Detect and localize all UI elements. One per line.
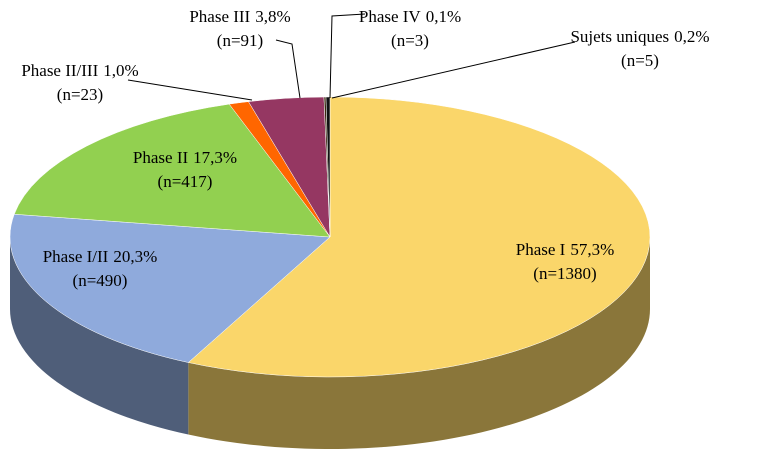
count-label: (n=1380) bbox=[533, 264, 596, 283]
slice bbox=[187, 96, 651, 378]
count-label: (n=417) bbox=[158, 172, 213, 191]
category-label: Phase III bbox=[189, 7, 250, 26]
count-label: (n=3) bbox=[391, 31, 429, 50]
count-label: (n=91) bbox=[217, 31, 263, 50]
slice-label: Phase II/III 1,0% bbox=[21, 61, 138, 80]
count-label: (n=23) bbox=[57, 85, 103, 104]
count-label: (n=490) bbox=[73, 271, 128, 290]
value-label: 17,3% bbox=[193, 148, 237, 167]
slice-label: Sujets uniques 0,2% bbox=[570, 27, 709, 46]
leader-line bbox=[331, 41, 576, 99]
value-label: 20,3% bbox=[113, 247, 157, 266]
count-label: (n=5) bbox=[621, 51, 659, 70]
leader-line bbox=[329, 13, 366, 99]
category-label: Phase IV bbox=[359, 7, 422, 26]
slice bbox=[13, 103, 331, 238]
value-label: 57,3% bbox=[570, 240, 614, 259]
slice bbox=[9, 213, 331, 363]
slice-label: Phase III 3,8% bbox=[189, 7, 290, 26]
slice-side bbox=[10, 237, 189, 435]
slice-label: Phase I 57,3% bbox=[516, 240, 615, 259]
value-label: 0,1% bbox=[426, 7, 461, 26]
value-label: 3,8% bbox=[255, 7, 290, 26]
slice-side bbox=[188, 237, 650, 450]
category-label: Phase I/II bbox=[43, 247, 109, 266]
category-label: Phase II/III bbox=[21, 61, 98, 80]
category-label: Phase II bbox=[133, 148, 189, 167]
slice-label: Phase II 17,3% bbox=[133, 148, 237, 167]
slice-label: Phase IV 0,1% bbox=[359, 7, 461, 26]
leader-line bbox=[127, 79, 253, 101]
category-label: Sujets uniques bbox=[570, 27, 669, 46]
value-label: 1,0% bbox=[103, 61, 138, 80]
slice-label: Phase I/II 20,3% bbox=[43, 247, 158, 266]
value-label: 0,2% bbox=[674, 27, 709, 46]
leader-line bbox=[275, 39, 301, 99]
category-label: Phase I bbox=[516, 240, 566, 259]
